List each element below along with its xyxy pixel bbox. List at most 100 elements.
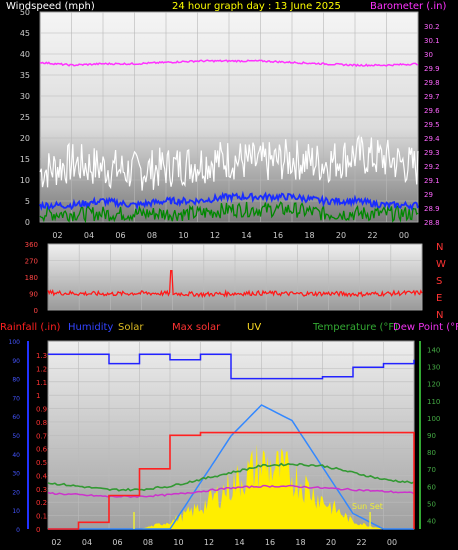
- x-tick-label: 02: [51, 538, 61, 547]
- barometer-tick-label: 30.1: [424, 37, 440, 45]
- rain-tick-label: 0.9: [36, 406, 47, 414]
- temperature-tick-label: 60: [427, 483, 436, 491]
- wind-tick-label: 50: [20, 8, 30, 17]
- x-tick-label: 18: [304, 231, 314, 240]
- x-tick-label: 20: [326, 538, 336, 547]
- barometer-tick-label: 29.5: [424, 121, 440, 129]
- barometer-tick-label: 29.6: [424, 107, 440, 115]
- x-tick-label: 14: [241, 231, 251, 240]
- x-tick-label: 16: [265, 538, 275, 547]
- rain-tick-label: 1.3: [36, 352, 47, 360]
- barometer-tick-label: 29.4: [424, 135, 440, 143]
- rain-tick-label: 0.7: [36, 432, 47, 440]
- x-tick-label: 02: [52, 231, 62, 240]
- wind-tick-label: 10: [20, 176, 30, 185]
- x-tick-label: 04: [84, 231, 94, 240]
- humidity-series-line: [48, 353, 415, 380]
- x-tick-label: 22: [367, 231, 377, 240]
- humidity-tick-label: 80: [12, 377, 20, 384]
- chart-title: 24 hour graph day : 13 June 2025: [172, 1, 341, 12]
- rain-tick-label: 0.3: [36, 486, 47, 494]
- x-tick-label: 18: [295, 538, 305, 547]
- rain-tick-label: 0.6: [36, 446, 48, 454]
- temperature-tick-label: 100: [427, 415, 440, 423]
- humidity-tick-label: 30: [12, 471, 20, 478]
- humidity-tick-label: 40: [12, 452, 20, 459]
- direction-tick-label: 360: [25, 241, 38, 249]
- x-tick-label: 00: [399, 231, 409, 240]
- x-tick-label: 08: [147, 231, 157, 240]
- barometer-series-line: [39, 59, 419, 68]
- wind-tick-label: 25: [20, 113, 30, 122]
- legend-entry: Humidity: [68, 322, 113, 333]
- wind-tick-label: 0: [25, 218, 30, 227]
- compass-label: N: [436, 242, 443, 253]
- legend-entry: Max solar: [172, 322, 221, 333]
- temperature-series-line: [47, 462, 415, 492]
- gust-series-line: [39, 134, 419, 191]
- x-tick-label: 06: [112, 538, 122, 547]
- x-tick-label: 20: [336, 231, 346, 240]
- x-tick-label: 10: [178, 231, 188, 240]
- temperature-tick-label: 90: [427, 432, 436, 440]
- temperature-tick-label: 40: [427, 517, 436, 525]
- legend-entry: UV: [247, 322, 261, 333]
- rain-tick-label: 0.8: [36, 419, 47, 427]
- compass-label: N: [436, 310, 443, 321]
- direction-tick-label: 90: [29, 291, 38, 299]
- humidity-tick-label: 60: [12, 414, 20, 421]
- x-tick-label: 04: [82, 538, 92, 547]
- humidity-tick-label: 70: [12, 395, 20, 402]
- temperature-tick-label: 120: [427, 381, 440, 389]
- barometer-tick-label: 29.3: [424, 149, 440, 157]
- wind-tick-label: 30: [20, 92, 30, 101]
- wind-axis-label: Windspeed (mph): [6, 1, 95, 12]
- humidity-tick-label: 20: [12, 489, 20, 496]
- legend-entry: Rainfall (.in): [0, 322, 61, 333]
- barometer-tick-label: 28.8: [424, 219, 440, 227]
- temperature-tick-label: 140: [427, 347, 440, 355]
- barometer-axis-label: Barometer (.in): [370, 1, 446, 12]
- direction-tick-label: 180: [25, 274, 38, 282]
- uv-series-line: [48, 404, 414, 530]
- humidity-tick-label: 90: [12, 358, 20, 365]
- direction-series-line: [47, 269, 423, 299]
- avg-wind-series-line: [39, 190, 419, 211]
- sunset-label: Sun Set: [352, 502, 383, 511]
- wind-tick-label: 20: [20, 134, 30, 143]
- temperature-tick-label: 130: [427, 364, 440, 372]
- x-tick-label: 06: [115, 231, 125, 240]
- solar-area: [48, 444, 414, 529]
- wind-tick-label: 35: [20, 71, 30, 80]
- humidity-tick-label: 50: [12, 433, 20, 440]
- temperature-tick-label: 110: [427, 398, 440, 406]
- x-tick-label: 00: [387, 538, 397, 547]
- barometer-tick-label: 29.7: [424, 93, 440, 101]
- rain-tick-label: 1: [36, 392, 40, 400]
- rain-tick-label: 0.5: [36, 459, 47, 467]
- direction-tick-label: 0: [34, 307, 38, 315]
- rain-tick-label: 0.2: [36, 499, 47, 507]
- compass-label: E: [436, 293, 442, 304]
- temperature-tick-label: 50: [427, 500, 436, 508]
- barometer-tick-label: 29.8: [424, 79, 440, 87]
- barometer-tick-label: 29.9: [424, 65, 440, 73]
- humidity-tick-label: 0: [16, 527, 20, 534]
- rain-tick-label: 1.1: [36, 379, 47, 387]
- wind-tick-label: 5: [25, 197, 30, 206]
- legend-entry: Dew Point (°F): [393, 322, 458, 333]
- x-tick-label: 12: [204, 538, 214, 547]
- barometer-tick-label: 29.1: [424, 177, 440, 185]
- x-tick-label: 08: [143, 538, 153, 547]
- x-tick-label: 14: [234, 538, 244, 547]
- x-tick-label: 12: [210, 231, 220, 240]
- compass-label: S: [436, 276, 442, 287]
- wind-tick-label: 15: [20, 155, 30, 164]
- x-tick-label: 22: [356, 538, 366, 547]
- rain-tick-label: 0.1: [36, 513, 47, 521]
- barometer-tick-label: 28.9: [424, 205, 440, 213]
- barometer-tick-label: 29: [424, 191, 433, 199]
- barometer-tick-label: 30.2: [424, 23, 440, 31]
